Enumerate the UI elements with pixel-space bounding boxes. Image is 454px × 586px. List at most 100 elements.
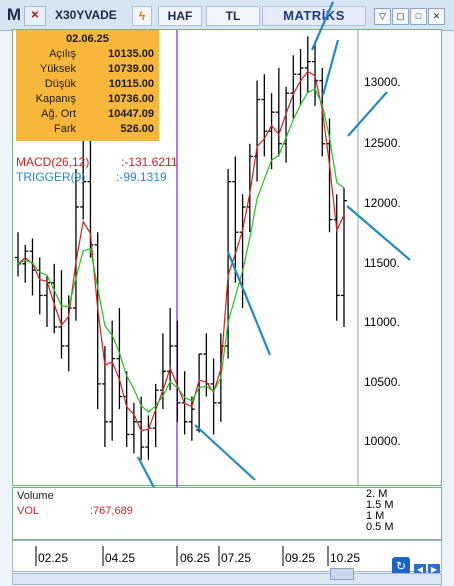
volume-series-value: :767,689 bbox=[90, 505, 133, 517]
ohlc-bar bbox=[58, 270, 65, 359]
info-row-close: Kapanış 10736.00 bbox=[16, 93, 159, 107]
info-value: 10135.00 bbox=[108, 48, 154, 60]
ohlc-bar bbox=[246, 143, 253, 233]
x-tick-label: 04.25 bbox=[105, 551, 136, 565]
info-label: Düşük bbox=[44, 78, 76, 90]
y-tick-label: 10000. bbox=[364, 434, 401, 448]
ohlc-bar bbox=[283, 86, 290, 163]
x-axis bbox=[12, 540, 442, 572]
ohlc-bar bbox=[297, 48, 304, 106]
info-value: 10447.09 bbox=[108, 108, 154, 120]
restore-icon[interactable]: ▢ bbox=[392, 8, 409, 25]
maximize-icon[interactable]: □ bbox=[410, 8, 427, 25]
volume-tick: 2. M bbox=[366, 488, 388, 500]
trendline-2 bbox=[194, 424, 256, 481]
ohlc-bar bbox=[51, 263, 58, 334]
volume-panel[interactable] bbox=[12, 487, 442, 540]
ohlc-bar bbox=[341, 187, 347, 328]
ohlc-bar bbox=[43, 276, 50, 328]
info-value: 10115.00 bbox=[108, 78, 154, 90]
ohlc-bar bbox=[116, 308, 123, 410]
info-date: 02.06.25 bbox=[66, 33, 109, 45]
ohlc-bar bbox=[22, 244, 29, 283]
volume-tick: 0.5 M bbox=[366, 521, 394, 533]
currency-button[interactable]: TL bbox=[206, 6, 260, 26]
ohlc-bar bbox=[15, 232, 21, 277]
volume-tick: 1 M bbox=[366, 510, 385, 522]
info-row-high: Yüksek 10739.00 bbox=[16, 63, 159, 77]
period-button[interactable]: HAF bbox=[158, 6, 202, 26]
y-tick-label: 12500. bbox=[364, 136, 401, 150]
info-label: Yüksek bbox=[39, 63, 76, 75]
ohlc-bar bbox=[196, 353, 203, 433]
volume-series-name: VOL bbox=[17, 505, 40, 517]
info-value: 10739.00 bbox=[108, 63, 154, 75]
macd-line bbox=[17, 70, 345, 432]
info-row-diff: Fark 526.00 bbox=[16, 123, 159, 137]
ohlc-bar bbox=[275, 67, 282, 157]
trigger-line bbox=[17, 88, 345, 413]
trendline-5 bbox=[321, 39, 340, 96]
ohlc-bar bbox=[188, 396, 195, 441]
info-label: Fark bbox=[54, 123, 76, 135]
symbol-label[interactable]: X30YVADE bbox=[55, 8, 117, 22]
volume-tick: 1.5 M bbox=[366, 499, 394, 511]
ohlc-bar bbox=[261, 74, 268, 157]
info-value: 526.00 bbox=[120, 123, 154, 135]
trendline-3 bbox=[226, 251, 272, 356]
ohlc-bar bbox=[254, 80, 261, 182]
x-tick-label: 06.25 bbox=[180, 551, 211, 565]
ohlc-bar bbox=[36, 257, 43, 315]
ohlc-bar bbox=[268, 93, 275, 170]
ohlc-bar bbox=[290, 55, 297, 119]
title-bar: M ✕ X30YVADE ϟ HAF TL MATRİKS ▽ ▢ □ ✕ bbox=[0, 0, 454, 31]
horizontal-scrollbar[interactable] bbox=[12, 573, 442, 585]
info-value: 10736.00 bbox=[108, 93, 154, 105]
ohlc-bar bbox=[210, 358, 217, 435]
info-row-wavg: Ağ. Ort 10447.09 bbox=[16, 108, 159, 122]
info-label: Ağ. Ort bbox=[41, 108, 76, 120]
macd-label[interactable]: MACD(26,12) bbox=[16, 155, 90, 169]
ohlc-bar bbox=[174, 320, 181, 422]
ohlc-bar bbox=[138, 396, 145, 460]
info-label: Kapanış bbox=[35, 93, 76, 105]
ohlc-bar bbox=[94, 232, 101, 410]
trendline-6 bbox=[347, 91, 388, 137]
y-tick-label: 13000. bbox=[364, 75, 401, 89]
scrollbar-thumb[interactable] bbox=[330, 568, 354, 580]
info-label: Açılış bbox=[49, 48, 76, 60]
refresh-icon[interactable]: ↻ bbox=[392, 557, 410, 575]
ohlc-bar bbox=[232, 156, 239, 283]
menu-button[interactable]: M bbox=[6, 5, 22, 24]
trendlines bbox=[137, 1, 411, 521]
info-row-open: Açılış 10135.00 bbox=[16, 48, 159, 62]
ohlc-bar bbox=[72, 169, 79, 321]
bolt-icon[interactable]: ϟ bbox=[132, 6, 152, 26]
ohlc-bar bbox=[225, 169, 232, 359]
ohlc-bar bbox=[304, 36, 311, 94]
dropdown-icon[interactable]: ▽ bbox=[374, 8, 391, 25]
y-tick-label: 11000. bbox=[364, 315, 400, 329]
y-tick-label: 10500. bbox=[364, 375, 401, 389]
trigger-label[interactable]: TRIGGER(9) bbox=[16, 170, 86, 184]
ohlc-bar bbox=[152, 383, 159, 448]
macd-value: :-131.6211 bbox=[121, 155, 178, 169]
y-tick-label: 11500. bbox=[364, 256, 400, 270]
x-tick-label: 09.25 bbox=[285, 551, 316, 565]
ohlc-bar bbox=[159, 333, 166, 410]
trendline-4 bbox=[310, 1, 335, 51]
ohlc-bar bbox=[130, 402, 137, 454]
ohlc-bar bbox=[109, 320, 116, 441]
ohlc-info-box: 02.06.25 Açılış 10135.00 Yüksek 10739.00 D… bbox=[16, 30, 159, 141]
info-row-low: Düşük 10115.00 bbox=[16, 78, 159, 92]
x-tick-label: 10.25 bbox=[330, 551, 361, 565]
x-tick-label: 02.25 bbox=[38, 551, 69, 565]
y-tick-label: 12000. bbox=[364, 196, 401, 210]
trigger-value: :-99.1319 bbox=[116, 170, 167, 184]
close-symbol-icon[interactable]: ✕ bbox=[24, 6, 46, 26]
x-tick-label: 07.25 bbox=[221, 551, 252, 565]
trendline-7 bbox=[346, 205, 411, 261]
volume-title: Volume bbox=[17, 490, 54, 502]
close-icon[interactable]: ✕ bbox=[428, 8, 445, 25]
